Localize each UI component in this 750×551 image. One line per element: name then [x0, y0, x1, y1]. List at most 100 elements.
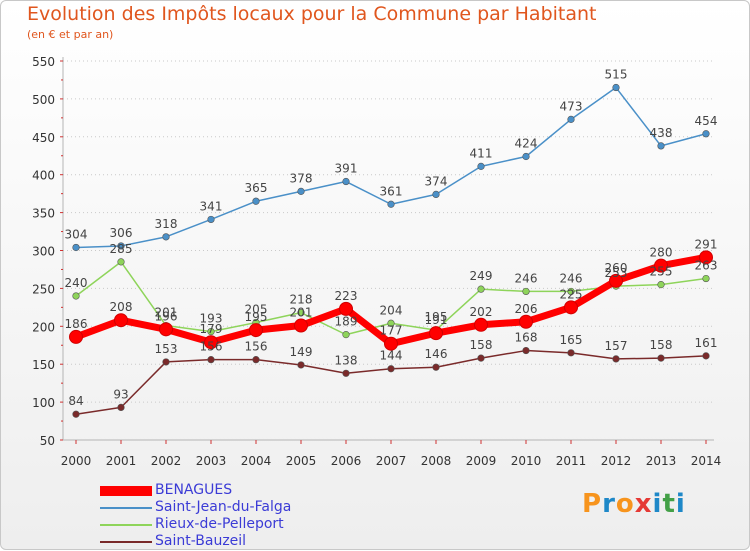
data-label: 193 — [200, 312, 223, 326]
data-point — [387, 319, 395, 327]
data-label: 138 — [335, 353, 358, 367]
data-point — [69, 329, 83, 344]
data-point — [207, 356, 215, 364]
legend-label: Saint-Jean-du-Falga — [155, 499, 292, 515]
data-label: 253 — [605, 266, 628, 280]
legend-swatch — [100, 486, 152, 496]
data-point — [657, 354, 665, 362]
logo-letter: i — [652, 489, 663, 519]
data-point — [297, 187, 305, 195]
y-tick-label: 500 — [32, 93, 55, 107]
line-chart: 50 100 150 200 250 300 350 400 450 500 550 2000 2001… — [32, 55, 722, 468]
data-label: 361 — [380, 184, 403, 198]
data-label: 93 — [113, 387, 128, 401]
logo-letter: i — [675, 489, 686, 519]
logo-letter: x — [634, 489, 653, 519]
data-label: 146 — [425, 347, 448, 361]
data-label: 240 — [65, 276, 88, 290]
data-point — [609, 273, 623, 288]
y-tick-label: 150 — [32, 358, 55, 372]
x-tick-label: 2007 — [376, 454, 407, 468]
x-tick-label: 2002 — [151, 454, 182, 468]
data-point — [702, 352, 710, 360]
x-tick-label: 2014 — [691, 454, 722, 468]
legend-label: Rieux-de-Pelleport — [155, 516, 284, 532]
x-tick-label: 2008 — [421, 454, 452, 468]
x-tick-label: 2013 — [646, 454, 677, 468]
data-point — [522, 152, 530, 161]
data-point — [384, 336, 398, 351]
data-point — [567, 115, 575, 123]
data-point — [72, 243, 80, 252]
data-point — [342, 177, 350, 186]
y-tick-label: 50 — [40, 434, 55, 448]
data-point — [657, 142, 665, 150]
data-label: 195 — [245, 310, 268, 324]
data-point — [699, 250, 713, 265]
data-point — [117, 403, 125, 412]
y-tick-label: 450 — [32, 131, 55, 145]
data-point — [612, 83, 620, 92]
data-point — [522, 287, 530, 296]
data-point — [567, 349, 575, 357]
y-tick-label: 200 — [32, 320, 55, 334]
data-label: 144 — [380, 349, 403, 363]
data-point — [297, 309, 305, 317]
data-label: 84 — [68, 394, 83, 408]
data-point — [564, 300, 578, 315]
x-tick-label: 2006 — [331, 454, 362, 468]
data-point — [252, 197, 260, 205]
logo-letter: P — [582, 489, 603, 519]
x-tick-label: 2001 — [106, 454, 137, 468]
data-label: 341 — [200, 199, 223, 213]
data-point — [432, 190, 440, 199]
data-label: 201 — [155, 306, 178, 320]
data-point — [162, 233, 170, 241]
data-point — [522, 346, 530, 355]
data-label: 157 — [605, 339, 628, 353]
x-tick-label: 2011 — [556, 454, 587, 468]
chart-title: Evolution des Impôts locaux pour la Comm… — [27, 3, 597, 25]
data-label: 161 — [695, 336, 718, 350]
data-label: 206 — [515, 302, 538, 316]
data-label: 156 — [245, 340, 268, 354]
data-label: 318 — [155, 217, 178, 231]
data-label: 189 — [335, 315, 358, 329]
chart-subtitle: (en € et par an) — [27, 28, 114, 41]
data-point — [252, 356, 260, 364]
data-label: 149 — [290, 345, 313, 359]
data-point — [657, 281, 665, 289]
data-point — [72, 292, 80, 300]
data-label: 179 — [200, 322, 223, 336]
legend-label: Saint-Bauzeil — [155, 533, 247, 549]
data-label: 378 — [290, 171, 313, 185]
x-tick-label: 2009 — [466, 454, 497, 468]
data-label: 158 — [470, 338, 493, 352]
data-point — [207, 328, 215, 336]
data-point — [519, 314, 533, 329]
data-label: 291 — [695, 237, 718, 251]
data-point — [207, 215, 215, 224]
x-tick-label: 2004 — [241, 454, 272, 468]
data-label: 515 — [605, 68, 628, 82]
data-label: 285 — [110, 242, 133, 256]
data-point — [387, 365, 395, 373]
data-label: 191 — [425, 313, 448, 327]
data-label: 391 — [335, 162, 358, 176]
data-point — [654, 258, 668, 273]
data-point — [297, 361, 305, 369]
data-point — [342, 369, 350, 377]
x-tick-label: 2012 — [601, 454, 632, 468]
data-label: 201 — [290, 306, 313, 320]
data-point — [477, 285, 485, 293]
data-label: 246 — [560, 271, 583, 285]
data-label: 280 — [650, 246, 673, 260]
data-label: 304 — [65, 227, 88, 241]
data-label: 454 — [695, 114, 718, 128]
y-tick-label: 350 — [32, 207, 55, 221]
data-label: 177 — [380, 324, 403, 338]
x-tick-label: 2005 — [286, 454, 317, 468]
data-point — [612, 355, 620, 363]
logo-letter: t — [662, 489, 676, 519]
data-point — [702, 130, 710, 138]
